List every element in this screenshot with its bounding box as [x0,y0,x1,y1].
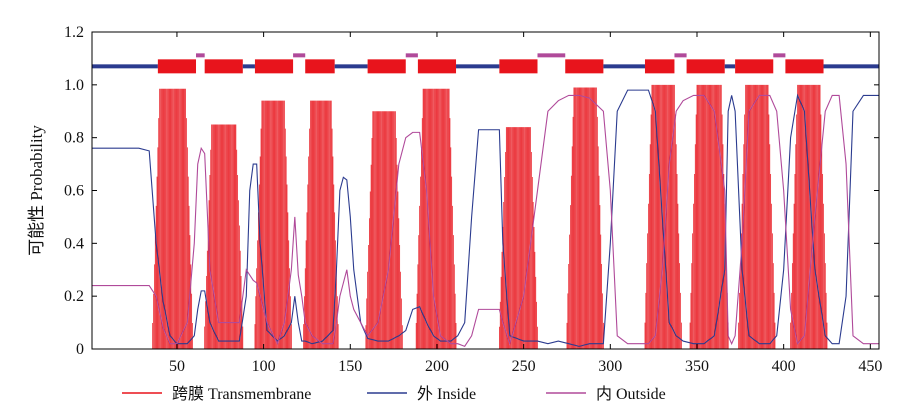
y-tick-label: 0.4 [64,235,84,252]
legend-label: 跨膜 Transmembrane [172,385,311,403]
x-tick-label: 450 [858,358,882,375]
topology-tm-block [254,59,294,74]
topology-outside-segment [537,53,566,58]
y-tick-label: 0.6 [64,183,84,200]
y-tick-label: 1.2 [64,24,84,41]
topology-inside-segment [603,64,645,69]
topology-inside-segment [823,64,879,69]
axes: 50 100 150 200 250 300 350 400 450 0 0.2 0.4 0.6 0.8 1… [64,24,882,375]
x-tick-label: 200 [425,358,449,375]
legend-label: 外 Inside [417,385,476,403]
legend-item: 跨膜 Transmembrane [122,385,311,403]
tm-segment [365,111,403,349]
outside-probability-line [92,94,879,348]
tm-segment [738,84,776,349]
topology-inside-segment [334,64,368,69]
topology-outside-segment [674,53,687,58]
probability-lines [92,89,879,348]
topology-outside-segment [196,53,205,58]
tm-segment [566,87,604,349]
topology-tm-block [735,59,774,74]
y-tick-label: 0.2 [64,288,84,305]
x-tick-label: 100 [252,358,276,375]
topology-tm-block [644,59,675,74]
topology-outside-segment [773,53,786,58]
topology-tm-block [367,59,406,74]
inside-probability-line [92,89,879,347]
x-tick-label: 300 [598,358,622,375]
topology-tm-block [785,59,824,74]
topology-tm-block [204,59,243,74]
topology-tm-block [305,59,335,74]
tm-segment [689,84,729,349]
tm-segment [204,124,244,349]
y-axis-label: 可能性 Probability [27,125,46,256]
tm-segment [415,88,457,349]
topology-outside-segment [405,53,418,58]
y-tick-label: 0.8 [64,130,84,147]
x-tick-label: 350 [685,358,709,375]
legend-item: 内 Outside [546,385,666,403]
x-tick-label: 250 [512,358,536,375]
topology-tm-block [499,59,538,74]
transmembrane-bars [152,84,828,349]
x-tick-label: 150 [338,358,362,375]
topology-tm-block [157,59,197,74]
y-tick-label: 0 [76,341,84,358]
x-tick-label: 400 [772,358,796,375]
topology-inside-segment [92,64,158,69]
topology-tm-block [686,59,725,74]
topology-inside-segment [242,64,255,69]
legend: 跨膜 Transmembrane 外 Inside 内 Outside [122,385,666,403]
x-tick-label: 50 [169,358,185,375]
topology-tm-block [417,59,457,74]
topology-inside-segment [724,64,736,69]
topology-outside-segment [293,53,306,58]
topology-inside-segment [456,64,500,69]
y-tick-label: 1.0 [64,77,84,94]
tm-segment [254,100,292,349]
legend-item: 外 Inside [367,385,476,403]
tm-segment [152,88,193,349]
topology-tm-block [565,59,604,74]
tm-segment [644,84,682,349]
legend-label: 内 Outside [596,385,666,403]
tm-segment [499,127,538,349]
tm-segment [303,100,339,349]
topology-bar [92,53,879,74]
